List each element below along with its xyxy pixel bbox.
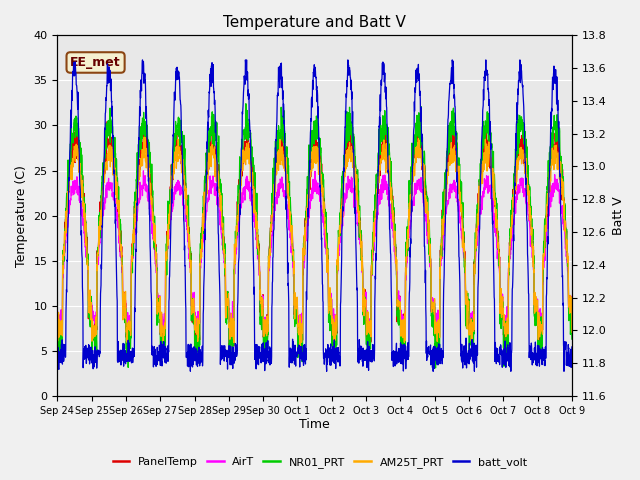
batt_volt — [323, 369, 330, 374]
AirT — [140, 168, 147, 174]
AM25T_PRT — [330, 337, 337, 343]
PanelTemp — [54, 326, 61, 332]
AM25T_PRT — [341, 174, 349, 180]
PanelTemp — [523, 158, 531, 164]
NR01_PRT — [330, 343, 337, 349]
Y-axis label: Batt V: Batt V — [612, 196, 625, 235]
batt_volt — [139, 57, 147, 63]
Line: batt_volt: batt_volt — [58, 60, 572, 372]
AM25T_PRT — [197, 252, 205, 257]
PanelTemp — [340, 166, 348, 171]
NR01_PRT — [54, 339, 61, 345]
NR01_PRT — [523, 156, 531, 162]
PanelTemp — [104, 119, 111, 124]
batt_volt — [197, 360, 205, 365]
NR01_PRT — [432, 365, 440, 371]
NR01_PRT — [340, 157, 348, 163]
batt_volt — [330, 360, 337, 366]
Title: Temperature and Batt V: Temperature and Batt V — [223, 15, 406, 30]
Line: NR01_PRT: NR01_PRT — [58, 104, 572, 368]
batt_volt — [568, 344, 576, 350]
Legend: PanelTemp, AirT, NR01_PRT, AM25T_PRT, batt_volt: PanelTemp, AirT, NR01_PRT, AM25T_PRT, ba… — [108, 452, 532, 472]
AM25T_PRT — [54, 321, 61, 327]
X-axis label: Time: Time — [300, 419, 330, 432]
AirT — [500, 329, 508, 335]
batt_volt — [537, 347, 545, 353]
AirT — [464, 302, 472, 308]
batt_volt — [523, 217, 531, 223]
batt_volt — [54, 341, 61, 347]
PanelTemp — [568, 326, 576, 332]
PanelTemp — [464, 300, 472, 306]
NR01_PRT — [242, 101, 250, 107]
AM25T_PRT — [537, 325, 545, 331]
AirT — [568, 318, 576, 324]
AirT — [197, 259, 205, 265]
Line: AirT: AirT — [58, 171, 572, 332]
NR01_PRT — [197, 242, 205, 248]
NR01_PRT — [465, 309, 472, 315]
AirT — [330, 312, 337, 317]
batt_volt — [341, 132, 349, 137]
Text: EE_met: EE_met — [70, 56, 121, 69]
AirT — [523, 202, 531, 208]
Line: AM25T_PRT: AM25T_PRT — [58, 137, 572, 346]
Y-axis label: Temperature (C): Temperature (C) — [15, 165, 28, 266]
AirT — [54, 322, 61, 327]
AM25T_PRT — [465, 304, 472, 310]
Line: PanelTemp: PanelTemp — [58, 121, 572, 355]
AirT — [340, 190, 348, 196]
AirT — [537, 314, 545, 320]
AM25T_PRT — [523, 187, 531, 192]
batt_volt — [465, 358, 472, 364]
AM25T_PRT — [296, 343, 304, 348]
PanelTemp — [330, 323, 337, 329]
PanelTemp — [536, 352, 543, 358]
NR01_PRT — [537, 314, 545, 320]
AM25T_PRT — [140, 134, 148, 140]
NR01_PRT — [568, 336, 576, 342]
PanelTemp — [197, 236, 205, 242]
PanelTemp — [537, 324, 545, 330]
AM25T_PRT — [568, 329, 576, 335]
